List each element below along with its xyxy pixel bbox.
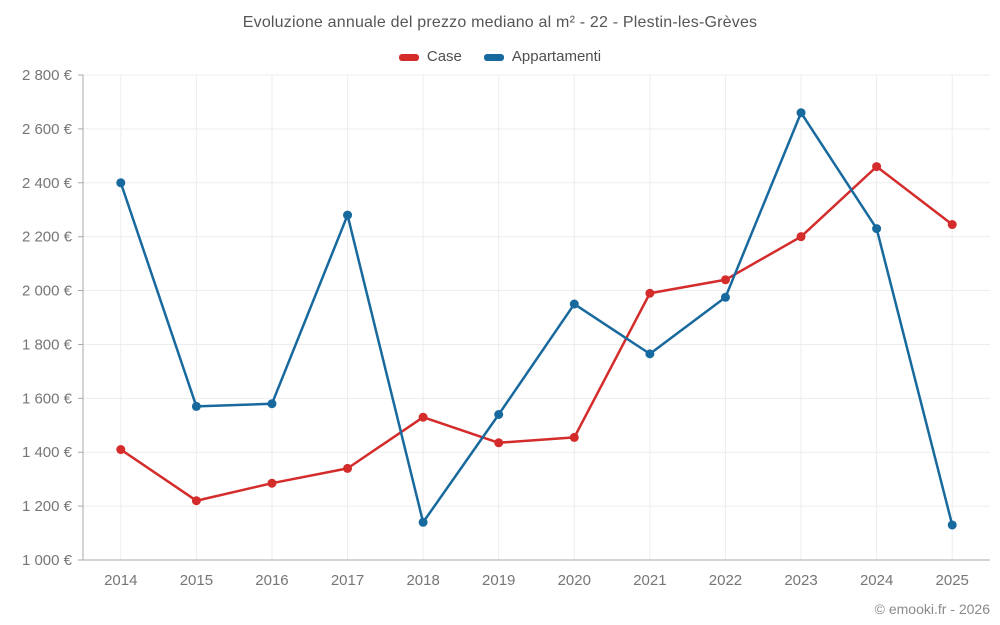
series-line-case (119, 165, 954, 502)
data-point-appartamenti-2023[interactable] (796, 108, 806, 118)
data-point-appartamenti-2019[interactable] (494, 410, 504, 419)
data-point-case-2018[interactable] (418, 412, 428, 422)
x-axis-label: 2024 (860, 572, 893, 589)
y-axis-label: 1 400 € (22, 444, 73, 461)
data-point-case-2023[interactable] (796, 232, 806, 242)
legend-item-appartamenti[interactable]: Appartamenti (483, 47, 602, 67)
data-point-case-2017[interactable] (343, 463, 353, 473)
x-axis-label: 2018 (406, 572, 439, 589)
data-point-case-2025[interactable] (947, 220, 957, 230)
data-point-case-2019[interactable] (494, 438, 504, 448)
data-point-appartamenti-2016[interactable] (267, 399, 277, 409)
legend-item-case[interactable]: Case (398, 47, 462, 67)
data-point-appartamenti-2018[interactable] (418, 517, 428, 527)
y-axis-label: 1 200 € (22, 498, 73, 515)
series-line-appartamenti (119, 111, 954, 527)
x-axis-label: 2016 (255, 572, 288, 589)
data-point-appartamenti-2020[interactable] (569, 299, 579, 309)
y-axis-label: 2 000 € (22, 283, 73, 300)
data-point-case-2014[interactable] (116, 445, 126, 455)
data-point-case-2021[interactable] (645, 288, 655, 298)
data-point-appartamenti-2021[interactable] (645, 349, 655, 359)
legend-label: Appartamenti (511, 48, 602, 65)
copyright-label: © emooki.fr - 2026 (874, 601, 990, 617)
x-axis-label: 2017 (331, 572, 364, 589)
x-axis-label: 2023 (784, 572, 817, 589)
data-point-case-2024[interactable] (872, 162, 882, 172)
x-axis-label: 2022 (709, 572, 742, 589)
y-axis-label: 2 600 € (22, 121, 73, 138)
y-axis-label: 1 600 € (22, 390, 73, 407)
x-axis-label: 2019 (482, 572, 515, 589)
data-point-appartamenti-2014[interactable] (116, 178, 126, 188)
data-point-appartamenti-2024[interactable] (872, 224, 882, 234)
x-axis-label: 2015 (180, 572, 213, 589)
data-point-case-2015[interactable] (191, 496, 201, 506)
data-point-case-2016[interactable] (267, 478, 277, 488)
x-axis-label: 2014 (104, 572, 137, 589)
chart-title: Evoluzione annuale del prezzo mediano al… (242, 14, 758, 31)
x-axis-label: 2020 (558, 572, 591, 589)
legend-swatch-appartamenti (483, 53, 504, 61)
data-point-case-2022[interactable] (720, 275, 730, 285)
y-axis-label: 2 200 € (22, 229, 73, 246)
y-axis-label: 2 800 € (22, 67, 73, 84)
legend-label: Case (426, 48, 462, 65)
y-axis-label: 2 400 € (22, 175, 73, 192)
data-point-appartamenti-2015[interactable] (191, 401, 201, 411)
legend-swatch-case (398, 53, 419, 61)
data-point-case-2020[interactable] (569, 432, 579, 442)
legend: Case Appartamenti (0, 47, 1000, 67)
data-point-appartamenti-2017[interactable] (343, 210, 353, 220)
y-axis-label: 1 000 € (22, 552, 73, 569)
data-point-appartamenti-2022[interactable] (720, 292, 730, 302)
x-axis-label: 2025 (936, 572, 969, 589)
x-axis-label: 2021 (633, 572, 666, 589)
y-axis-label: 1 800 € (22, 336, 73, 353)
data-point-appartamenti-2025[interactable] (947, 520, 957, 530)
